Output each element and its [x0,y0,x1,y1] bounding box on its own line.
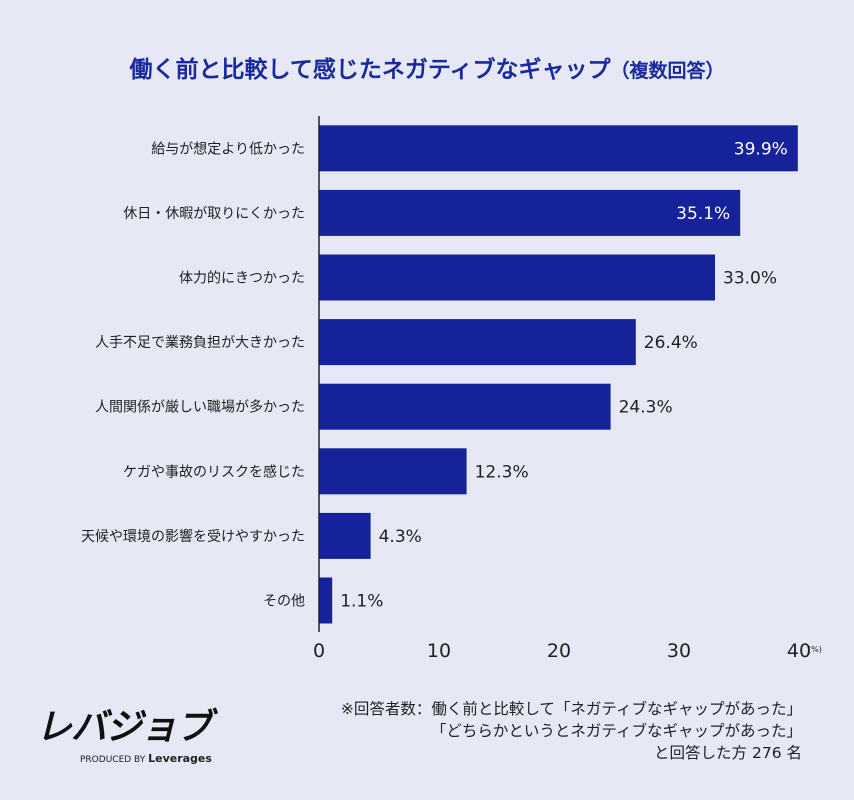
x-tick-label: 40 [787,640,811,662]
data-label: 4.3% [379,527,422,547]
data-label: 39.9% [734,139,788,159]
data-label: 12.3% [475,462,529,482]
title-suffix: （複数回答） [610,60,725,82]
bar [319,319,636,366]
bar [319,254,715,301]
note-line: ※回答者数：働く前と比較して「ネガティブなギャップがあった」 [340,700,802,718]
bar [319,512,371,559]
title-text: 働く前と比較して感じたネガティブなギャップ [129,57,611,83]
category-label: 体力的にきつかった [179,271,305,287]
x-tick-label: 30 [667,640,691,662]
category-label: 休日・休暇が取りにくかった [123,206,305,222]
logo: レバジョブ PRODUCED BY Leverages [36,698,216,765]
bar [319,189,741,236]
bar [319,125,798,172]
category-label: ケガや事故のリスクを感じた [123,463,305,480]
category-label: 給与が想定より低かった [151,141,305,157]
data-label: 35.1% [676,204,730,224]
data-label: 33.0% [723,269,777,289]
data-label: 1.1% [340,592,383,612]
note-line: 「どちらかというとネガティブなギャップがあった」 [430,722,802,740]
bar [319,577,333,624]
category-label: 人手不足で業務負担が大きかった [95,335,305,351]
logo-mark: レバジョブ [36,707,212,748]
chart-title: 働く前と比較して感じたネガティブなギャップ（複数回答） [0,50,854,84]
company-name: Leverages [148,752,212,765]
x-tick-label: 20 [547,640,571,662]
bar [319,448,467,495]
bar [319,383,611,430]
category-label: 天候や環境の影響を受けやすかった [81,528,305,545]
data-label: 26.4% [644,333,698,353]
x-tick-label: 0 [313,640,325,662]
bar-chart: 給与が想定より低かった 39.9% 休日・休暇が取りにくかった 35.1% 体力的にきつ… [81,116,822,662]
produced-by-text: PRODUCED BY [80,755,146,765]
respondent-note: ※回答者数：働く前と比較して「ネガティブなギャップがあった」 「どちらかというと… [341,698,802,764]
note-line: と回答した方 276 名 [654,744,802,762]
category-label: 人間関係が厳しい職場が多かった [95,399,305,416]
x-tick-label: 10 [427,640,451,662]
produced-by: PRODUCED BY Leverages [80,752,216,765]
x-unit-label: (%) [808,645,822,654]
data-label: 24.3% [619,398,673,418]
category-label: その他 [263,594,305,610]
